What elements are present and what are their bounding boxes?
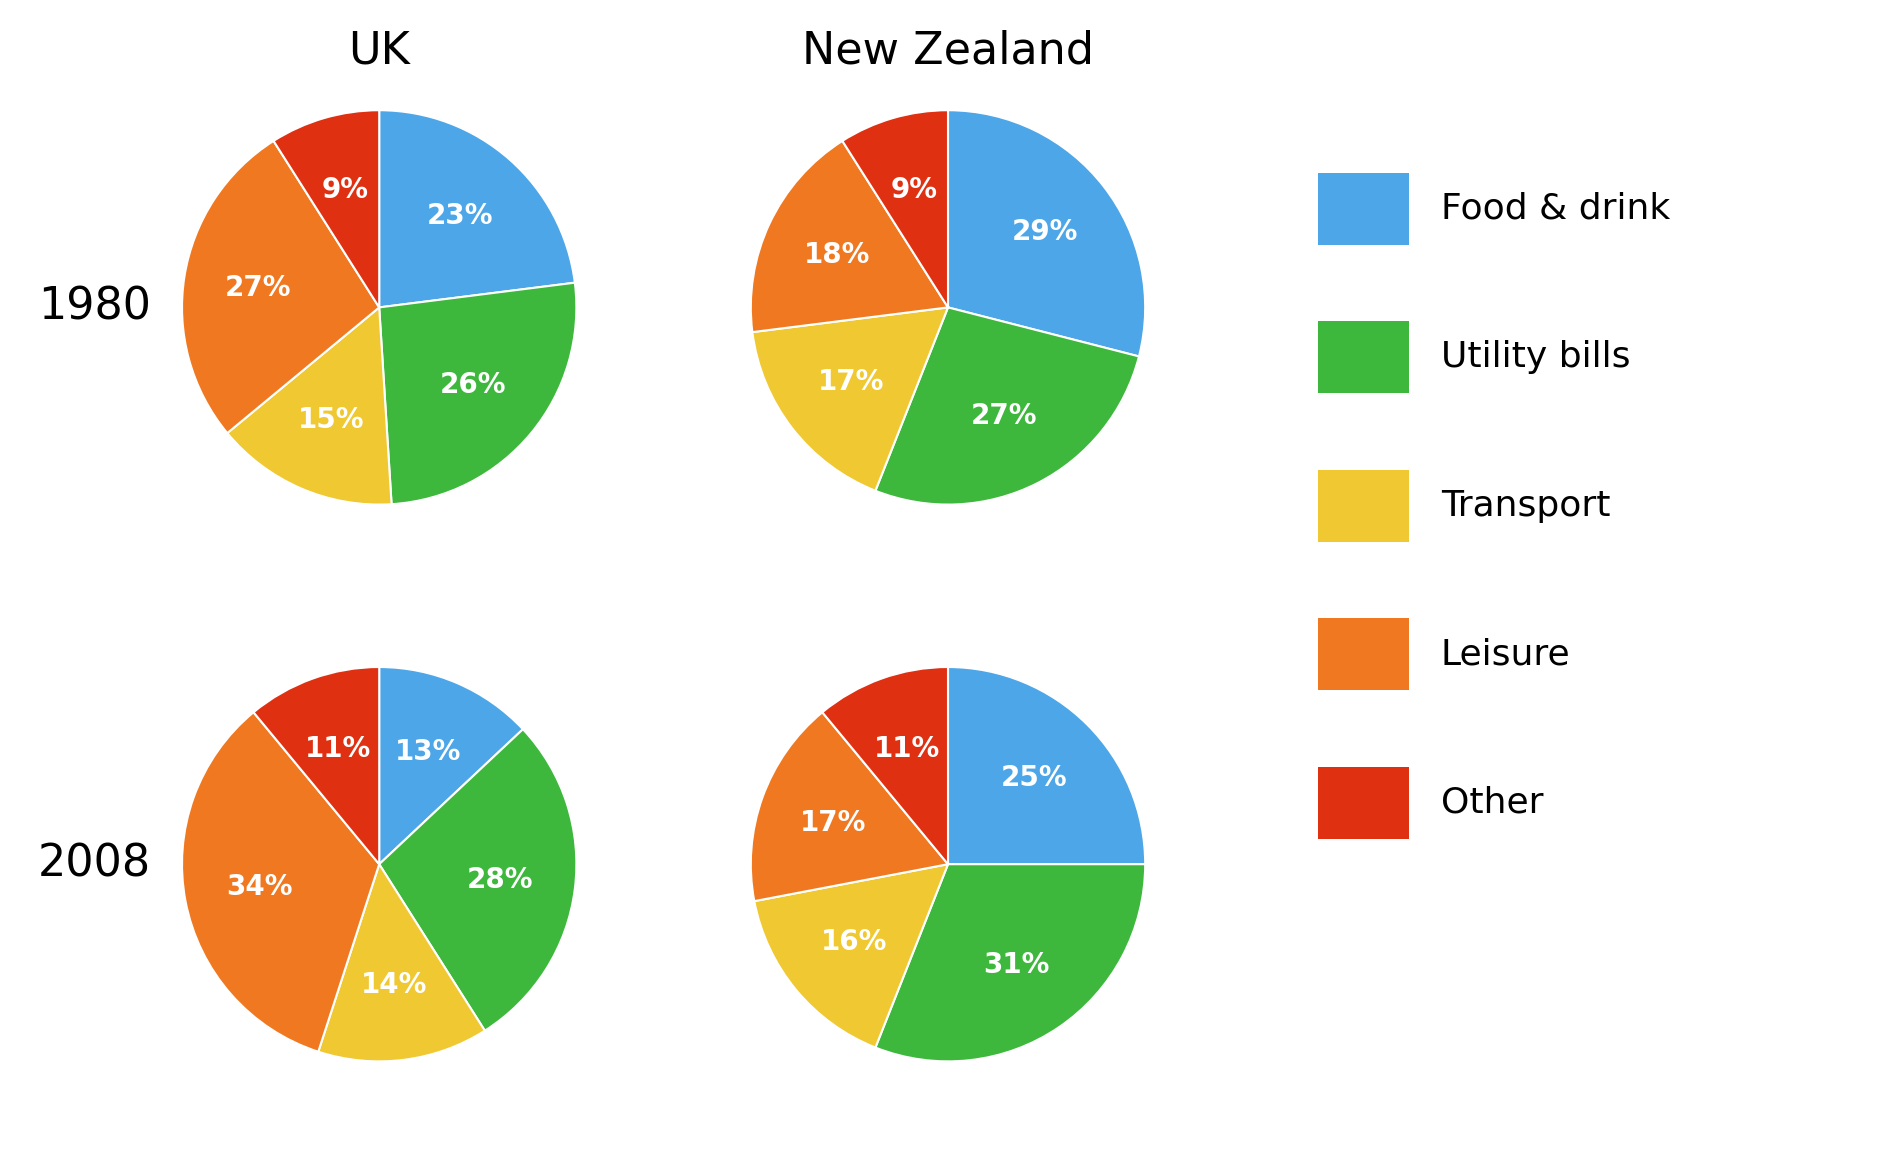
Wedge shape bbox=[751, 712, 948, 901]
Wedge shape bbox=[319, 864, 485, 1061]
Text: 17%: 17% bbox=[800, 809, 866, 836]
Wedge shape bbox=[379, 730, 576, 1031]
Wedge shape bbox=[751, 140, 948, 332]
Text: 11%: 11% bbox=[874, 735, 940, 763]
Text: Leisure: Leisure bbox=[1441, 637, 1570, 672]
Wedge shape bbox=[379, 110, 574, 307]
Wedge shape bbox=[823, 667, 948, 864]
Text: 28%: 28% bbox=[466, 865, 535, 893]
Wedge shape bbox=[842, 110, 948, 307]
Wedge shape bbox=[876, 864, 1145, 1061]
Text: 11%: 11% bbox=[305, 735, 372, 763]
Text: 34%: 34% bbox=[226, 873, 292, 901]
Text: 29%: 29% bbox=[1011, 218, 1077, 246]
Text: 13%: 13% bbox=[394, 738, 461, 766]
Wedge shape bbox=[228, 307, 392, 505]
Text: 1980: 1980 bbox=[38, 285, 152, 329]
Text: 15%: 15% bbox=[298, 406, 364, 434]
Text: 23%: 23% bbox=[427, 202, 493, 230]
Text: Transport: Transport bbox=[1441, 488, 1610, 523]
Text: 26%: 26% bbox=[440, 371, 506, 399]
Text: 25%: 25% bbox=[1001, 763, 1067, 792]
Text: 16%: 16% bbox=[821, 928, 887, 956]
Wedge shape bbox=[753, 307, 948, 491]
Wedge shape bbox=[254, 667, 379, 864]
Text: 9%: 9% bbox=[322, 176, 368, 204]
Text: 18%: 18% bbox=[804, 241, 870, 269]
Text: 27%: 27% bbox=[226, 274, 292, 303]
Text: UK: UK bbox=[349, 29, 410, 72]
Text: Utility bills: Utility bills bbox=[1441, 340, 1631, 375]
Text: Food & drink: Food & drink bbox=[1441, 191, 1670, 226]
Wedge shape bbox=[182, 140, 379, 433]
Wedge shape bbox=[948, 110, 1145, 356]
Wedge shape bbox=[273, 110, 379, 307]
Text: New Zealand: New Zealand bbox=[802, 29, 1094, 72]
Text: 31%: 31% bbox=[984, 951, 1050, 979]
Text: 14%: 14% bbox=[362, 971, 428, 1000]
Wedge shape bbox=[755, 864, 948, 1047]
Text: 27%: 27% bbox=[971, 403, 1037, 430]
Wedge shape bbox=[948, 667, 1145, 864]
Wedge shape bbox=[876, 307, 1139, 505]
Text: 2008: 2008 bbox=[38, 842, 152, 886]
Text: 17%: 17% bbox=[819, 369, 885, 397]
Text: Other: Other bbox=[1441, 785, 1543, 820]
Wedge shape bbox=[379, 667, 523, 864]
Wedge shape bbox=[379, 283, 576, 505]
Text: 9%: 9% bbox=[891, 176, 937, 204]
Wedge shape bbox=[182, 712, 379, 1052]
